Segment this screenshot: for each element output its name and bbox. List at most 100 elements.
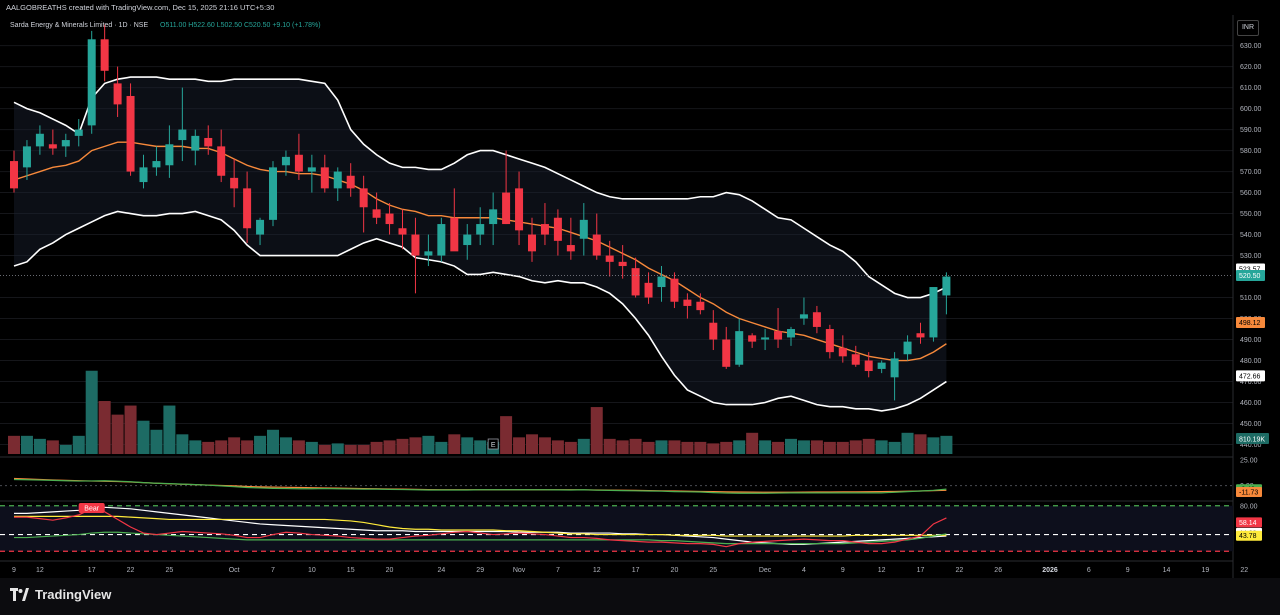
osc2-series-line [14,506,947,545]
chart-canvas[interactable]: E 630.00 620.00 610.00 600.00 590.00 580.00 570… [0,15,1280,578]
time-tick-label: 20 [671,567,679,574]
candle [126,83,135,176]
price-tick-label: 510.00 [1240,295,1262,302]
candle-body [359,188,368,208]
candle [579,203,588,256]
candle-body [579,219,588,239]
candle [372,192,381,225]
time-tick-label: 20 [386,567,394,574]
candle [385,203,394,235]
price-tag-bg [1236,370,1265,382]
volume-bar [396,438,409,454]
candle-body [463,234,472,246]
legend-symbol: Sarda Energy & Minerals Limited · 1D · N… [10,22,148,29]
time-tick-label: 7 [271,567,275,574]
candle [243,171,252,243]
time-tick-label: 15 [347,567,355,574]
candle-body [87,39,96,126]
candle-body [825,329,834,353]
candle-body [515,188,524,231]
candle [709,310,718,351]
volume-bar [422,435,435,454]
candle-body [126,95,135,172]
candle [398,209,407,250]
candle-body [152,161,161,168]
osc2-value-tag-bg [1236,517,1262,528]
candle [877,360,886,374]
candle [864,352,873,378]
candle-body [346,175,355,189]
candle [87,30,96,134]
candle-body [696,301,705,311]
volume-bar [694,441,707,454]
time-tick-label: 19 [1202,567,1210,574]
price-tick-label: 620.00 [1240,64,1262,71]
candle-body [605,255,614,262]
volume-bar [655,440,668,454]
candle-body [307,167,316,172]
time-tick-label: 24 [437,567,445,574]
volume-bar [746,432,759,454]
candle [929,287,938,342]
volume-bar [590,407,603,454]
price-tick-label: 470.00 [1240,379,1262,386]
candle-body [320,167,329,189]
candle [269,161,277,227]
volume-bar [681,441,694,454]
volume-bar [46,440,59,454]
price-tag-bg [1236,269,1265,281]
grid [0,45,1233,446]
candle-body [722,339,731,367]
candle [10,150,18,193]
volume-tag: 810.19K [1236,433,1269,444]
candle [74,119,83,147]
time-tick-label: 7 [556,567,560,574]
candle-body [217,146,226,176]
legend: Sarda Energy & Minerals Limited · 1D · N… [10,22,321,29]
volume-bar [914,434,927,454]
price-tick-label: 570.00 [1240,169,1262,176]
candle-body [243,188,252,229]
currency-button[interactable]: INR [1237,20,1259,36]
tradingview-logo[interactable]: TradingView [10,587,111,602]
candle-body [761,337,770,340]
price-tick-label: 530.00 [1240,253,1262,260]
price-tag-text: 472.66 [1239,373,1261,380]
volume-bar [228,437,241,454]
price-tick-label: 630.00 [1240,43,1262,50]
volume-bar [20,435,33,454]
volume-bar [526,434,538,454]
candle-body [476,224,485,235]
oscillator-1: 25.000.00-3.43-11.73 [0,458,1262,498]
volume-bar [33,438,46,454]
time-tick-label: 22 [127,567,135,574]
candle-body [657,276,666,288]
volume-bar [370,441,383,454]
candle [230,158,239,208]
candle-body [113,83,122,105]
candle-body [165,144,174,166]
candle [476,207,485,246]
volume-bar [292,440,305,454]
candle [787,326,795,346]
candle-body [139,167,148,183]
price-tag-last: 520.50 [1236,269,1265,281]
volume-bar [267,429,279,454]
candle [825,324,834,359]
volume-bar [344,444,357,454]
volume-bar [435,441,448,454]
candle [333,167,342,201]
candle-body [890,358,899,378]
time-tick-label: 14 [1163,567,1171,574]
price-tag-text: 498.12 [1239,320,1261,327]
osc2-value-tag-bg [1236,530,1262,541]
volume-bar [189,440,202,454]
volume-bar [318,444,331,454]
candle [22,140,31,180]
volume-bar [254,435,267,454]
volume-bar [538,437,551,454]
price-tick-label: 490.00 [1240,337,1262,344]
earnings-flag-label: E [491,442,496,449]
osc2-value-tag: 43.78 [1236,530,1262,541]
candle-body [618,261,627,267]
